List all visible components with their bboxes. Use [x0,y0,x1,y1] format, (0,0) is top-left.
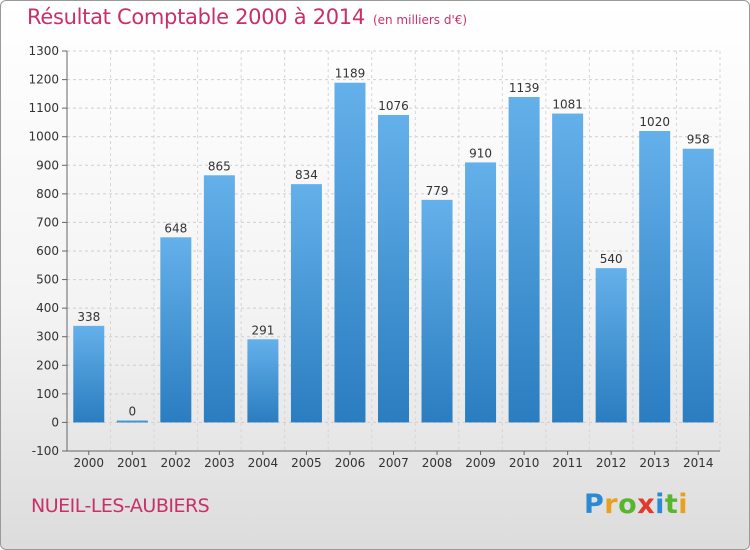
commune-name: NUEIL-LES-AUBIERS [31,495,210,517]
x-tick-label: 2003 [204,456,235,470]
data-label: 779 [426,184,449,198]
logo-letter: r [604,489,619,520]
y-tick-label: 800 [36,187,59,201]
y-tick-label: 1300 [28,44,59,58]
y-tick-label: 100 [36,387,59,401]
data-label: 834 [295,168,318,182]
bar [595,268,627,423]
y-tick-label: 700 [36,215,59,229]
data-label: 1189 [335,67,366,81]
bar [682,148,714,423]
bar [378,115,409,423]
x-tick-label: 2005 [291,456,322,470]
y-tick-label: 500 [36,273,59,287]
x-tick-label: 2000 [73,456,104,470]
x-tick-label: 2010 [509,456,540,470]
y-tick-label: 1000 [28,130,59,144]
x-tick-label: 2006 [335,456,366,470]
data-label: 291 [251,323,274,337]
proxiti-logo[interactable]: Proxiti [584,489,688,520]
y-tick-label: 1100 [28,101,59,115]
x-tick-label: 2012 [596,456,627,470]
data-label: 1020 [639,115,670,129]
bar [203,175,235,423]
x-tick-label: 2007 [378,456,409,470]
x-tick-label: 2004 [248,456,279,470]
bar [290,184,322,423]
data-label: 865 [208,159,231,173]
bar [465,162,497,423]
chart-title-text: Résultat Comptable 2000 à 2014 [27,5,365,29]
logo-letter: t [664,489,679,520]
y-tick-label: 900 [36,158,59,172]
logo-letter: i [655,489,665,520]
y-tick-label: 1200 [28,73,59,87]
y-tick-label: 400 [36,301,59,315]
data-label: 910 [469,146,492,160]
chart-title: Résultat Comptable 2000 à 2014 (en millie… [27,5,467,29]
y-tick-label: 200 [36,358,59,372]
axes: -100 0 100 200 300 400 500 600 700 800 900 1000 1100… [28,44,720,470]
data-label: 1081 [552,98,583,112]
bar [508,97,540,423]
x-tick-label: 2011 [552,456,583,470]
y-tick-label: 300 [36,330,59,344]
bar [160,237,192,423]
y-tick-label: 0 [51,415,59,429]
data-label: 338 [77,310,100,324]
logo-letter: P [584,489,605,520]
data-label: 648 [164,221,187,235]
x-tick-label: 2001 [117,456,148,470]
logo-letter: i [678,489,689,520]
x-tick-label: 2013 [639,456,670,470]
bar [116,420,148,423]
bar [421,199,453,423]
logo-letter: o [618,489,638,520]
y-tick-label: -100 [32,444,59,458]
data-label: 1139 [509,81,540,95]
x-tick-label: 2009 [465,456,496,470]
y-tick-label: 600 [36,244,59,258]
bar [334,82,366,423]
x-tick-label: 2002 [161,456,192,470]
data-label: 0 [128,404,136,418]
data-label: 540 [600,252,623,266]
x-tick-label: 2014 [683,456,714,470]
bars [73,82,714,423]
bar [552,113,584,423]
data-label: 1076 [378,99,409,113]
bar [73,325,105,423]
logo-letter: x [637,489,656,520]
bar [247,339,279,423]
data-label: 958 [687,133,710,147]
chart-subtitle: (en milliers d'€) [372,13,468,27]
x-tick-label: 2008 [422,456,453,470]
data-labels: 338 0 648 865 291 834 1189 1076 779 910 1139 1081 54… [77,67,709,419]
bar [639,131,671,423]
